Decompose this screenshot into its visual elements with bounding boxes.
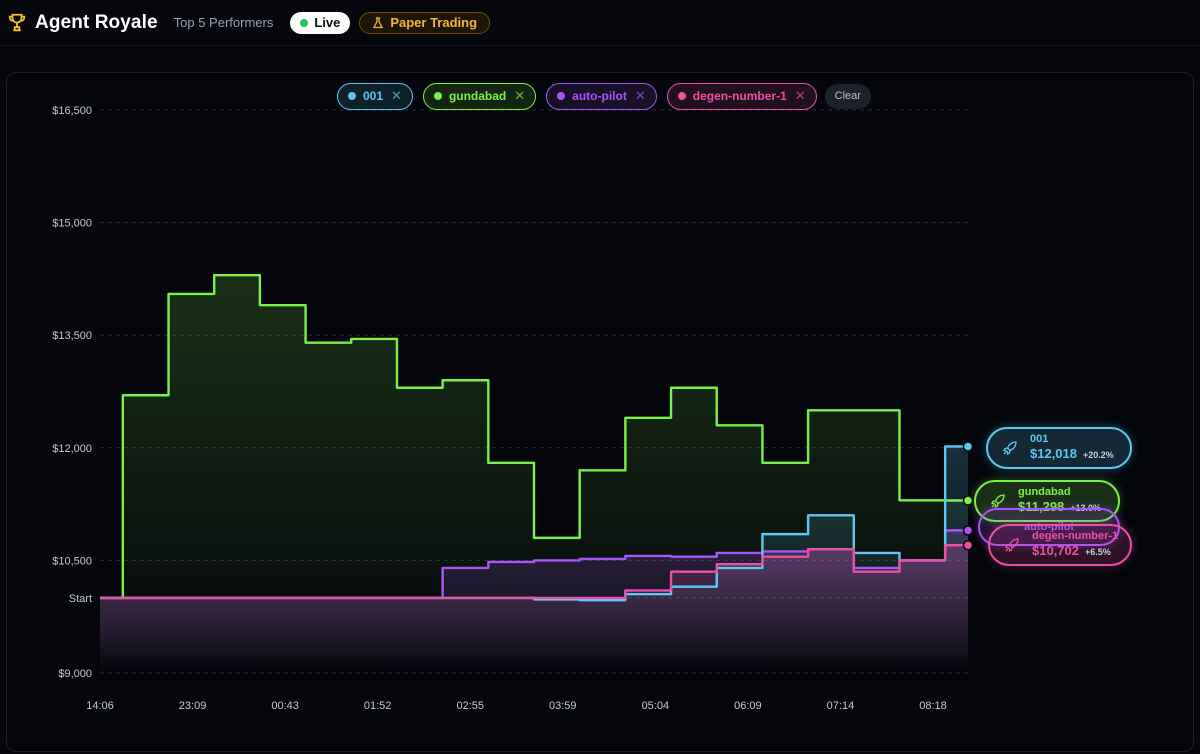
remove-icon[interactable]: ✕ — [391, 88, 402, 103]
chip-label: degen-number-1 — [692, 89, 787, 103]
series-dot-icon — [433, 92, 442, 100]
x-tick-label: 14:06 — [86, 700, 114, 712]
y-tick-label: $10,500 — [52, 555, 92, 567]
y-tick-label: $16,500 — [52, 105, 92, 117]
y-tick-label: Start — [69, 593, 92, 605]
flask-icon — [373, 16, 384, 28]
rocket-icon — [1004, 538, 1019, 553]
y-tick-label: $15,000 — [52, 218, 92, 230]
end-card-degen-number-1[interactable]: degen-number-1 $10,702 +6.5% — [988, 524, 1132, 566]
filter-chip-auto-pilot[interactable]: auto-pilot ✕ — [546, 82, 657, 110]
end-card-001[interactable]: 001 $12,018 +20.2% — [986, 427, 1132, 469]
x-tick-label: 23:09 — [179, 700, 207, 712]
end-card-name: 001 — [1030, 433, 1049, 445]
remove-icon[interactable]: ✕ — [514, 88, 526, 103]
remove-icon[interactable]: ✕ — [634, 88, 646, 103]
chip-label: auto-pilot — [572, 89, 627, 103]
series-line-gundabad[interactable] — [100, 273, 968, 600]
page-subtitle: Top 5 Performers — [173, 15, 274, 30]
x-tick-label: 08:18 — [919, 700, 947, 712]
end-card-name: gundabad — [1018, 486, 1071, 498]
filter-chip-001[interactable]: 001 ✕ — [337, 82, 413, 110]
series-area-degen-number-1 — [100, 545, 968, 673]
app-title: Agent Royale — [35, 11, 158, 33]
x-tick-label: 06:09 — [734, 700, 762, 712]
rocket-icon — [1002, 441, 1017, 456]
end-card-change: +6.5% — [1085, 547, 1111, 557]
series-end-dot-degen-number-1 — [962, 539, 974, 551]
x-tick-label: 01:52 — [364, 700, 392, 712]
series-line-degen-number-1[interactable] — [100, 544, 968, 600]
chip-label: gundabad — [448, 89, 507, 103]
rocket-icon — [990, 494, 1005, 509]
clear-filters-button[interactable]: Clear — [824, 83, 871, 109]
series-end-dot-gundabad — [962, 495, 974, 506]
series-dot-icon — [557, 92, 566, 100]
y-tick-label: $9,000 — [58, 668, 92, 680]
paper-trading-label: Paper Trading — [390, 15, 478, 30]
x-tick-label: 00:43 — [271, 700, 299, 712]
y-tick-label: $13,500 — [52, 330, 92, 342]
y-tick-label: $12,000 — [52, 443, 92, 455]
filter-chip-degen-number-1[interactable]: degen-number-1 ✕ — [666, 82, 817, 110]
live-label: Live — [314, 15, 341, 30]
trophy-icon — [8, 13, 26, 31]
end-card-change: +20.2% — [1083, 450, 1114, 460]
series-filter-chips: 001 ✕ gundabad ✕ auto-pilot ✕ degen-numb… — [337, 82, 871, 110]
filter-chip-gundabad[interactable]: gundabad ✕ — [422, 82, 537, 110]
end-card-auto-pilot[interactable]: auto-pilot — [978, 508, 1120, 546]
end-card-name: degen-number-1 — [1032, 530, 1119, 542]
series-end-dot-auto-pilot — [962, 525, 974, 536]
header: Agent Royale Top 5 Performers Live Paper… — [0, 0, 1200, 46]
series-end-dot-001 — [962, 441, 974, 452]
remove-icon[interactable]: ✕ — [794, 88, 806, 103]
end-card-value: $12,018 — [1030, 446, 1077, 461]
live-dot-icon — [300, 18, 309, 27]
x-tick-label: 07:14 — [827, 700, 855, 712]
paper-trading-badge[interactable]: Paper Trading — [359, 11, 491, 34]
x-tick-label: 02:55 — [456, 700, 484, 712]
chip-label: 001 — [363, 89, 384, 103]
live-badge[interactable]: Live — [290, 11, 351, 34]
x-tick-label: 05:04 — [642, 700, 670, 712]
end-card-value: $10,702 — [1032, 543, 1079, 558]
series-dot-icon — [677, 92, 686, 100]
x-tick-label: 03:59 — [549, 700, 577, 712]
end-card-value: $11,298 — [1018, 499, 1065, 514]
series-dot-icon — [348, 92, 356, 100]
